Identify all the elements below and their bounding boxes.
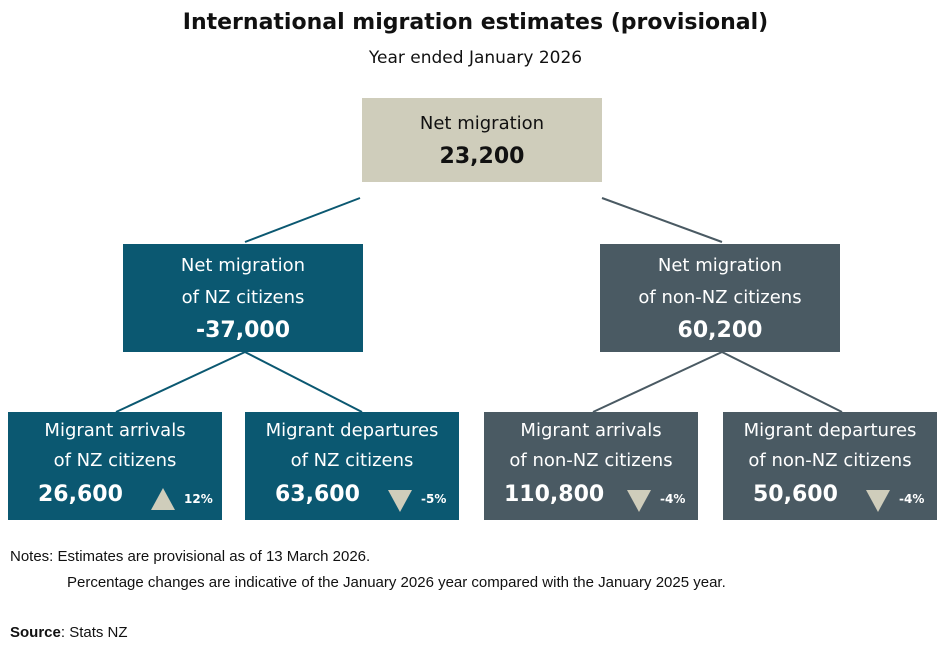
net-migration-total-box: Net migration 23,200 — [362, 98, 602, 182]
link-nz-departures — [244, 351, 363, 413]
net-migration-non-nz-box: Net migration of non-NZ citizens 60,200 — [600, 244, 840, 352]
source-label: Source — [10, 624, 61, 641]
leaf-change: -4% — [660, 492, 686, 506]
chart-subtitle: Year ended January 2026 — [368, 48, 583, 68]
leaf-line2: of non-NZ citizens — [509, 450, 673, 471]
leaf-change: 12% — [184, 492, 213, 506]
leaf-value: 110,800 — [504, 482, 605, 507]
non-nz-label-line2: of non-NZ citizens — [638, 287, 802, 308]
triangle-down-icon — [866, 490, 890, 512]
non-nz-arrivals-box: Migrant arrivals of non-NZ citizens 110,8… — [484, 412, 698, 520]
leaf-line1: Migrant arrivals — [520, 420, 662, 441]
nz-departures-box: Migrant departures of NZ citizens 63,600 … — [245, 412, 459, 520]
net-migration-label: Net migration — [419, 113, 545, 134]
chart-title: International migration estimates (provi… — [182, 10, 769, 35]
notes-line1: Notes: Estimates are provisional as of 1… — [10, 548, 371, 565]
nz-arrivals-box: Migrant arrivals of NZ citizens 26,600 12… — [8, 412, 222, 520]
leaf-value: 50,600 — [753, 482, 838, 507]
leaf-value: 26,600 — [38, 482, 123, 507]
nz-value: -37,000 — [195, 318, 291, 343]
link-nonnz-departures — [721, 351, 843, 413]
link-total-nonnz — [601, 197, 723, 243]
non-nz-label-line1: Net migration — [657, 255, 783, 276]
link-nz-arrivals — [115, 351, 246, 413]
link-total-nz — [244, 197, 361, 243]
leaf-change: -5% — [421, 492, 447, 506]
leaf-change: -4% — [899, 492, 925, 506]
nz-label-line2: of NZ citizens — [181, 287, 305, 308]
leaf-line1: Migrant departures — [743, 420, 917, 441]
notes-line2: Percentage changes are indicative of the… — [67, 574, 726, 591]
source-text: : Stats NZ — [60, 624, 128, 641]
net-migration-value: 23,200 — [439, 144, 525, 169]
triangle-down-icon — [388, 490, 412, 512]
triangle-down-icon — [627, 490, 651, 512]
leaf-line1: Migrant arrivals — [44, 420, 186, 441]
triangle-up-icon — [151, 488, 175, 510]
non-nz-value: 60,200 — [677, 318, 763, 343]
notes: Notes: Estimates are provisional as of 1… — [10, 544, 726, 596]
non-nz-departures-box: Migrant departures of non-NZ citizens 50,… — [723, 412, 937, 520]
link-nonnz-arrivals — [592, 351, 723, 413]
leaf-line2: of non-NZ citizens — [748, 450, 912, 471]
leaf-line2: of NZ citizens — [53, 450, 177, 471]
leaf-line2: of NZ citizens — [290, 450, 414, 471]
leaf-value: 63,600 — [275, 482, 360, 507]
leaf-line1: Migrant departures — [265, 420, 439, 441]
net-migration-nz-box: Net migration of NZ citizens -37,000 — [123, 244, 363, 352]
source: Source: Stats NZ — [10, 624, 128, 641]
nz-label-line1: Net migration — [180, 255, 306, 276]
